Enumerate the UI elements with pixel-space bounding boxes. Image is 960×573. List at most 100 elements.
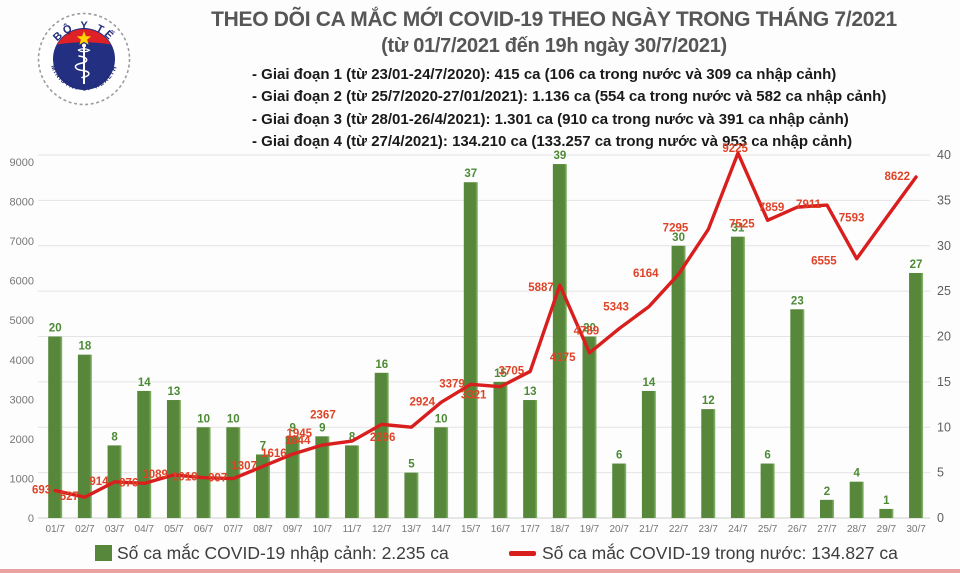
bar-29/7 [879,508,894,518]
svg-text:08/7: 08/7 [253,524,273,535]
svg-text:4175: 4175 [550,352,576,364]
bar-24/7 [730,236,745,519]
page-subtitle: (từ 01/7/2021 đến 19h ngày 30/7/2021) [381,35,727,57]
svg-text:5: 5 [937,466,944,480]
phase-4-line: - Giai đoạn 4 (từ 27/4/2021): 134.210 ca… [252,133,853,151]
svg-text:527: 527 [60,491,79,503]
svg-text:30: 30 [937,239,951,253]
svg-text:10: 10 [435,413,448,425]
svg-text:5000: 5000 [10,315,34,327]
gridlines [38,154,930,519]
page-title: THEO DÕI CA MẮC MỚI COVID-19 THEO NGÀY T… [211,8,897,31]
legend-domestic-label: Số ca mắc COVID-19 trong nước: 134.827 c… [542,542,898,563]
svg-text:8622: 8622 [884,171,910,183]
bar-15/7 [463,182,478,518]
svg-text:35: 35 [937,193,951,207]
svg-text:30/7: 30/7 [906,524,926,535]
svg-text:16/7: 16/7 [491,524,511,535]
svg-text:2924: 2924 [410,396,436,408]
svg-text:7525: 7525 [729,218,755,230]
phase-2-line: - Giai đoạn 2 (từ 25/7/2020-27/01/2021):… [252,88,887,106]
svg-text:6164: 6164 [633,268,659,280]
svg-text:02/7: 02/7 [75,524,95,535]
svg-text:15: 15 [494,368,507,380]
svg-text:5887: 5887 [528,282,554,294]
svg-text:5343: 5343 [603,302,629,314]
svg-text:13/7: 13/7 [402,524,422,535]
bar-14/7 [434,427,449,518]
svg-text:10/7: 10/7 [313,524,333,535]
svg-text:9000: 9000 [10,157,34,169]
svg-text:8: 8 [111,431,118,443]
svg-text:6555: 6555 [811,256,837,268]
svg-text:11/7: 11/7 [343,524,362,535]
bar-21/7 [641,390,656,518]
svg-text:23/7: 23/7 [699,524,719,535]
svg-text:20/7: 20/7 [609,524,629,535]
svg-text:15: 15 [937,375,951,389]
bar-05/7 [166,400,181,518]
imported-cases-bars [48,164,924,519]
svg-text:3705: 3705 [499,365,525,377]
left-axis-labels: 0 1000 2000 3000 4000 5000 6000 7000 8000 9000 [10,157,34,525]
legend-item-imported: Số ca mắc COVID-19 nhập cảnh: 2.235 ca [95,540,449,566]
svg-text:7593: 7593 [839,213,865,225]
svg-text:37: 37 [464,168,477,180]
bar-30/7 [909,272,924,518]
legend-bar-swatch [95,545,112,561]
bar-16/7 [493,381,508,518]
svg-text:6000: 6000 [10,276,34,288]
svg-text:997: 997 [208,473,227,485]
bar-27/7 [820,499,835,518]
svg-text:39: 39 [553,150,566,162]
bar-23/7 [701,409,716,518]
svg-text:06/7: 06/7 [194,524,214,535]
svg-text:0: 0 [937,511,944,525]
svg-text:0: 0 [28,513,34,525]
phase-3-line: - Giai đoạn 3 (từ 28/01-26/4/2021): 1.30… [252,110,849,128]
svg-text:5: 5 [408,459,415,471]
bar-01/7 [48,336,63,518]
svg-text:1616: 1616 [261,448,287,460]
svg-text:18: 18 [78,341,91,353]
svg-text:15/7: 15/7 [461,524,481,535]
logo-star-icon [76,31,92,45]
svg-text:23: 23 [791,295,804,307]
bar-20/7 [612,463,627,518]
svg-text:2000: 2000 [10,434,34,446]
bar-11/7 [345,445,360,518]
svg-text:1945: 1945 [286,428,312,440]
svg-text:14/7: 14/7 [431,524,451,535]
svg-text:914: 914 [89,476,109,488]
bar-19/7 [582,336,597,518]
svg-text:27: 27 [910,259,923,271]
svg-text:4: 4 [853,468,860,480]
svg-text:40: 40 [937,148,951,162]
svg-text:7859: 7859 [759,202,785,214]
legend-line-swatch [509,550,536,556]
svg-text:3321: 3321 [461,390,487,402]
svg-text:4789: 4789 [574,326,600,338]
bar-25/7 [760,463,775,518]
bar-13/7 [404,472,419,518]
svg-text:27/7: 27/7 [817,524,837,535]
svg-text:10: 10 [197,413,210,425]
svg-text:3379: 3379 [439,378,465,390]
svg-text:22/7: 22/7 [669,524,689,535]
svg-text:20: 20 [937,330,951,344]
bar-09/7 [285,436,300,518]
bar-08/7 [255,454,270,518]
logo-svg: BỘ Y TẾ MINISTRY OF HEALTH [37,12,131,106]
svg-text:12/7: 12/7 [372,524,392,535]
svg-text:7000: 7000 [10,236,34,248]
bar-12/7 [374,372,389,518]
svg-text:7295: 7295 [663,222,689,234]
svg-text:7911: 7911 [796,199,822,211]
svg-text:1307: 1307 [231,460,257,472]
bottom-banner-strip [0,569,960,573]
svg-text:19/7: 19/7 [580,524,600,535]
svg-text:05/7: 05/7 [164,524,184,535]
svg-text:9: 9 [319,422,325,434]
bar-06/7 [196,427,211,518]
